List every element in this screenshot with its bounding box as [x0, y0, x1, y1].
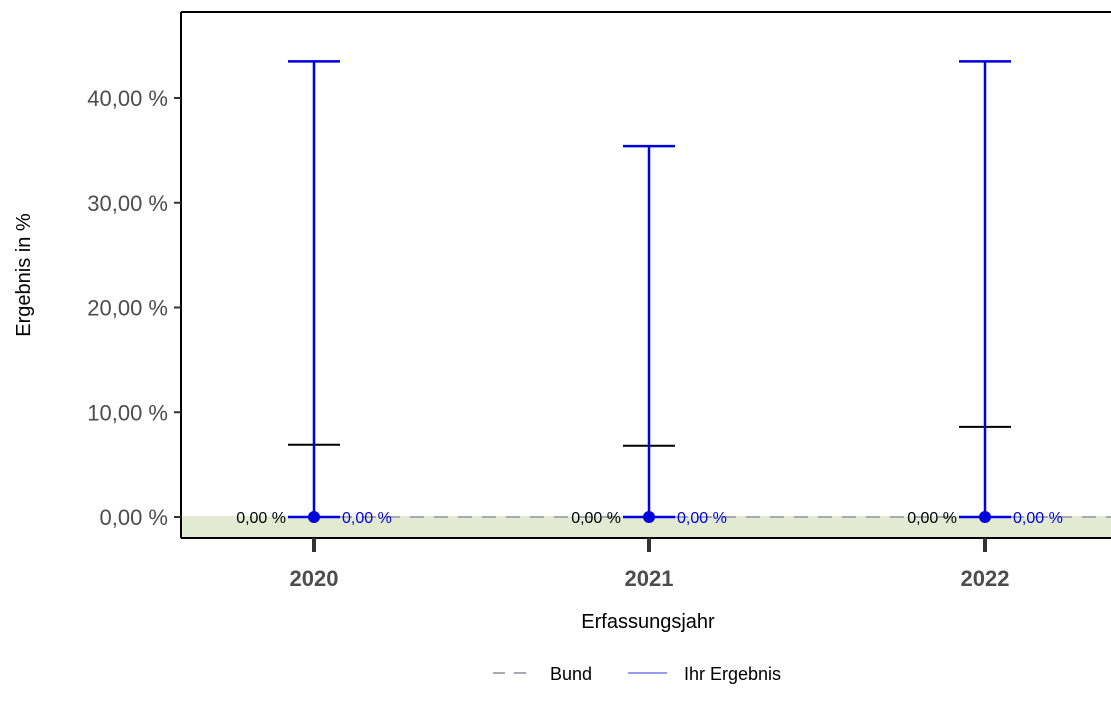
- ihr-point: [643, 511, 655, 523]
- reference-band: [181, 516, 1111, 538]
- ihr-point: [308, 511, 320, 523]
- bund-value-label: 0,00 %: [571, 510, 621, 527]
- y-tick-label: 20,00 %: [87, 296, 168, 321]
- legend-label-ihr: Ihr Ergebnis: [684, 664, 781, 684]
- x-tick-label: 2021: [625, 566, 674, 591]
- x-tick-label: 2022: [961, 566, 1010, 591]
- ihr-point: [979, 511, 991, 523]
- y-axis-label: Ergebnis in %: [13, 213, 35, 337]
- x-tick-label: 2020: [290, 566, 339, 591]
- x-axis-label: Erfassungsjahr: [581, 611, 715, 633]
- x-ticks: 2020 2021 2022: [290, 538, 1010, 591]
- ihr-value-label: 0,00 %: [1013, 510, 1063, 527]
- bund-value-label: 0,00 %: [907, 510, 957, 527]
- y-tick-label: 10,00 %: [87, 400, 168, 425]
- y-ticks: 0,00 % 10,00 % 20,00 % 30,00 % 40,00 %: [87, 86, 181, 530]
- ihr-value-label: 0,00 %: [677, 510, 727, 527]
- legend: Bund Ihr Ergebnis: [493, 664, 781, 684]
- chart-marks: 0,00 % 0,00 % 0,00 % 0,00 % 0,00 % 0,00 %: [236, 60, 1063, 527]
- y-tick-label: 0,00 %: [100, 505, 169, 530]
- y-tick-label: 30,00 %: [87, 191, 168, 216]
- y-tick-label: 40,00 %: [87, 86, 168, 111]
- bund-value-label: 0,00 %: [236, 510, 286, 527]
- ihr-value-label: 0,00 %: [342, 510, 392, 527]
- legend-label-bund: Bund: [550, 664, 592, 684]
- axes: [180, 11, 1111, 539]
